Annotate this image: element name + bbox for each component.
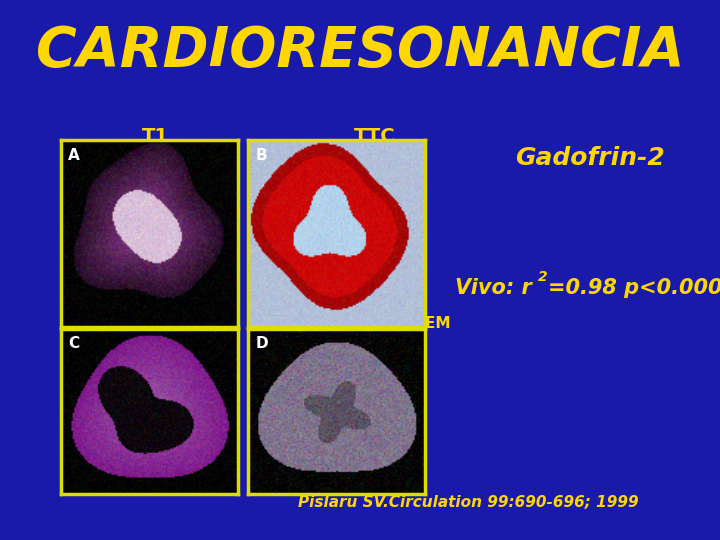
Text: D: D <box>256 336 268 351</box>
Text: CARDIORESONANCIA: CARDIORESONANCIA <box>36 24 684 78</box>
Text: Pislaru SV.Circulation 99:690-696; 1999: Pislaru SV.Circulation 99:690-696; 1999 <box>297 495 639 510</box>
Text: Vivo: r: Vivo: r <box>455 278 532 298</box>
Text: Gadofrin-2: Gadofrin-2 <box>515 146 665 170</box>
Text: TTC: TTC <box>354 127 396 146</box>
Text: 2: 2 <box>538 270 548 284</box>
Text: A: A <box>68 148 80 163</box>
Text: T2 POST-MORTEM: T2 POST-MORTEM <box>300 316 451 331</box>
Text: =0.98 p<0.0001: =0.98 p<0.0001 <box>548 278 720 298</box>
Text: T1: T1 <box>142 127 168 146</box>
Text: C: C <box>68 336 79 351</box>
Text: T1 POST-MORTEM: T1 POST-MORTEM <box>79 316 230 331</box>
Text: B: B <box>256 148 267 163</box>
